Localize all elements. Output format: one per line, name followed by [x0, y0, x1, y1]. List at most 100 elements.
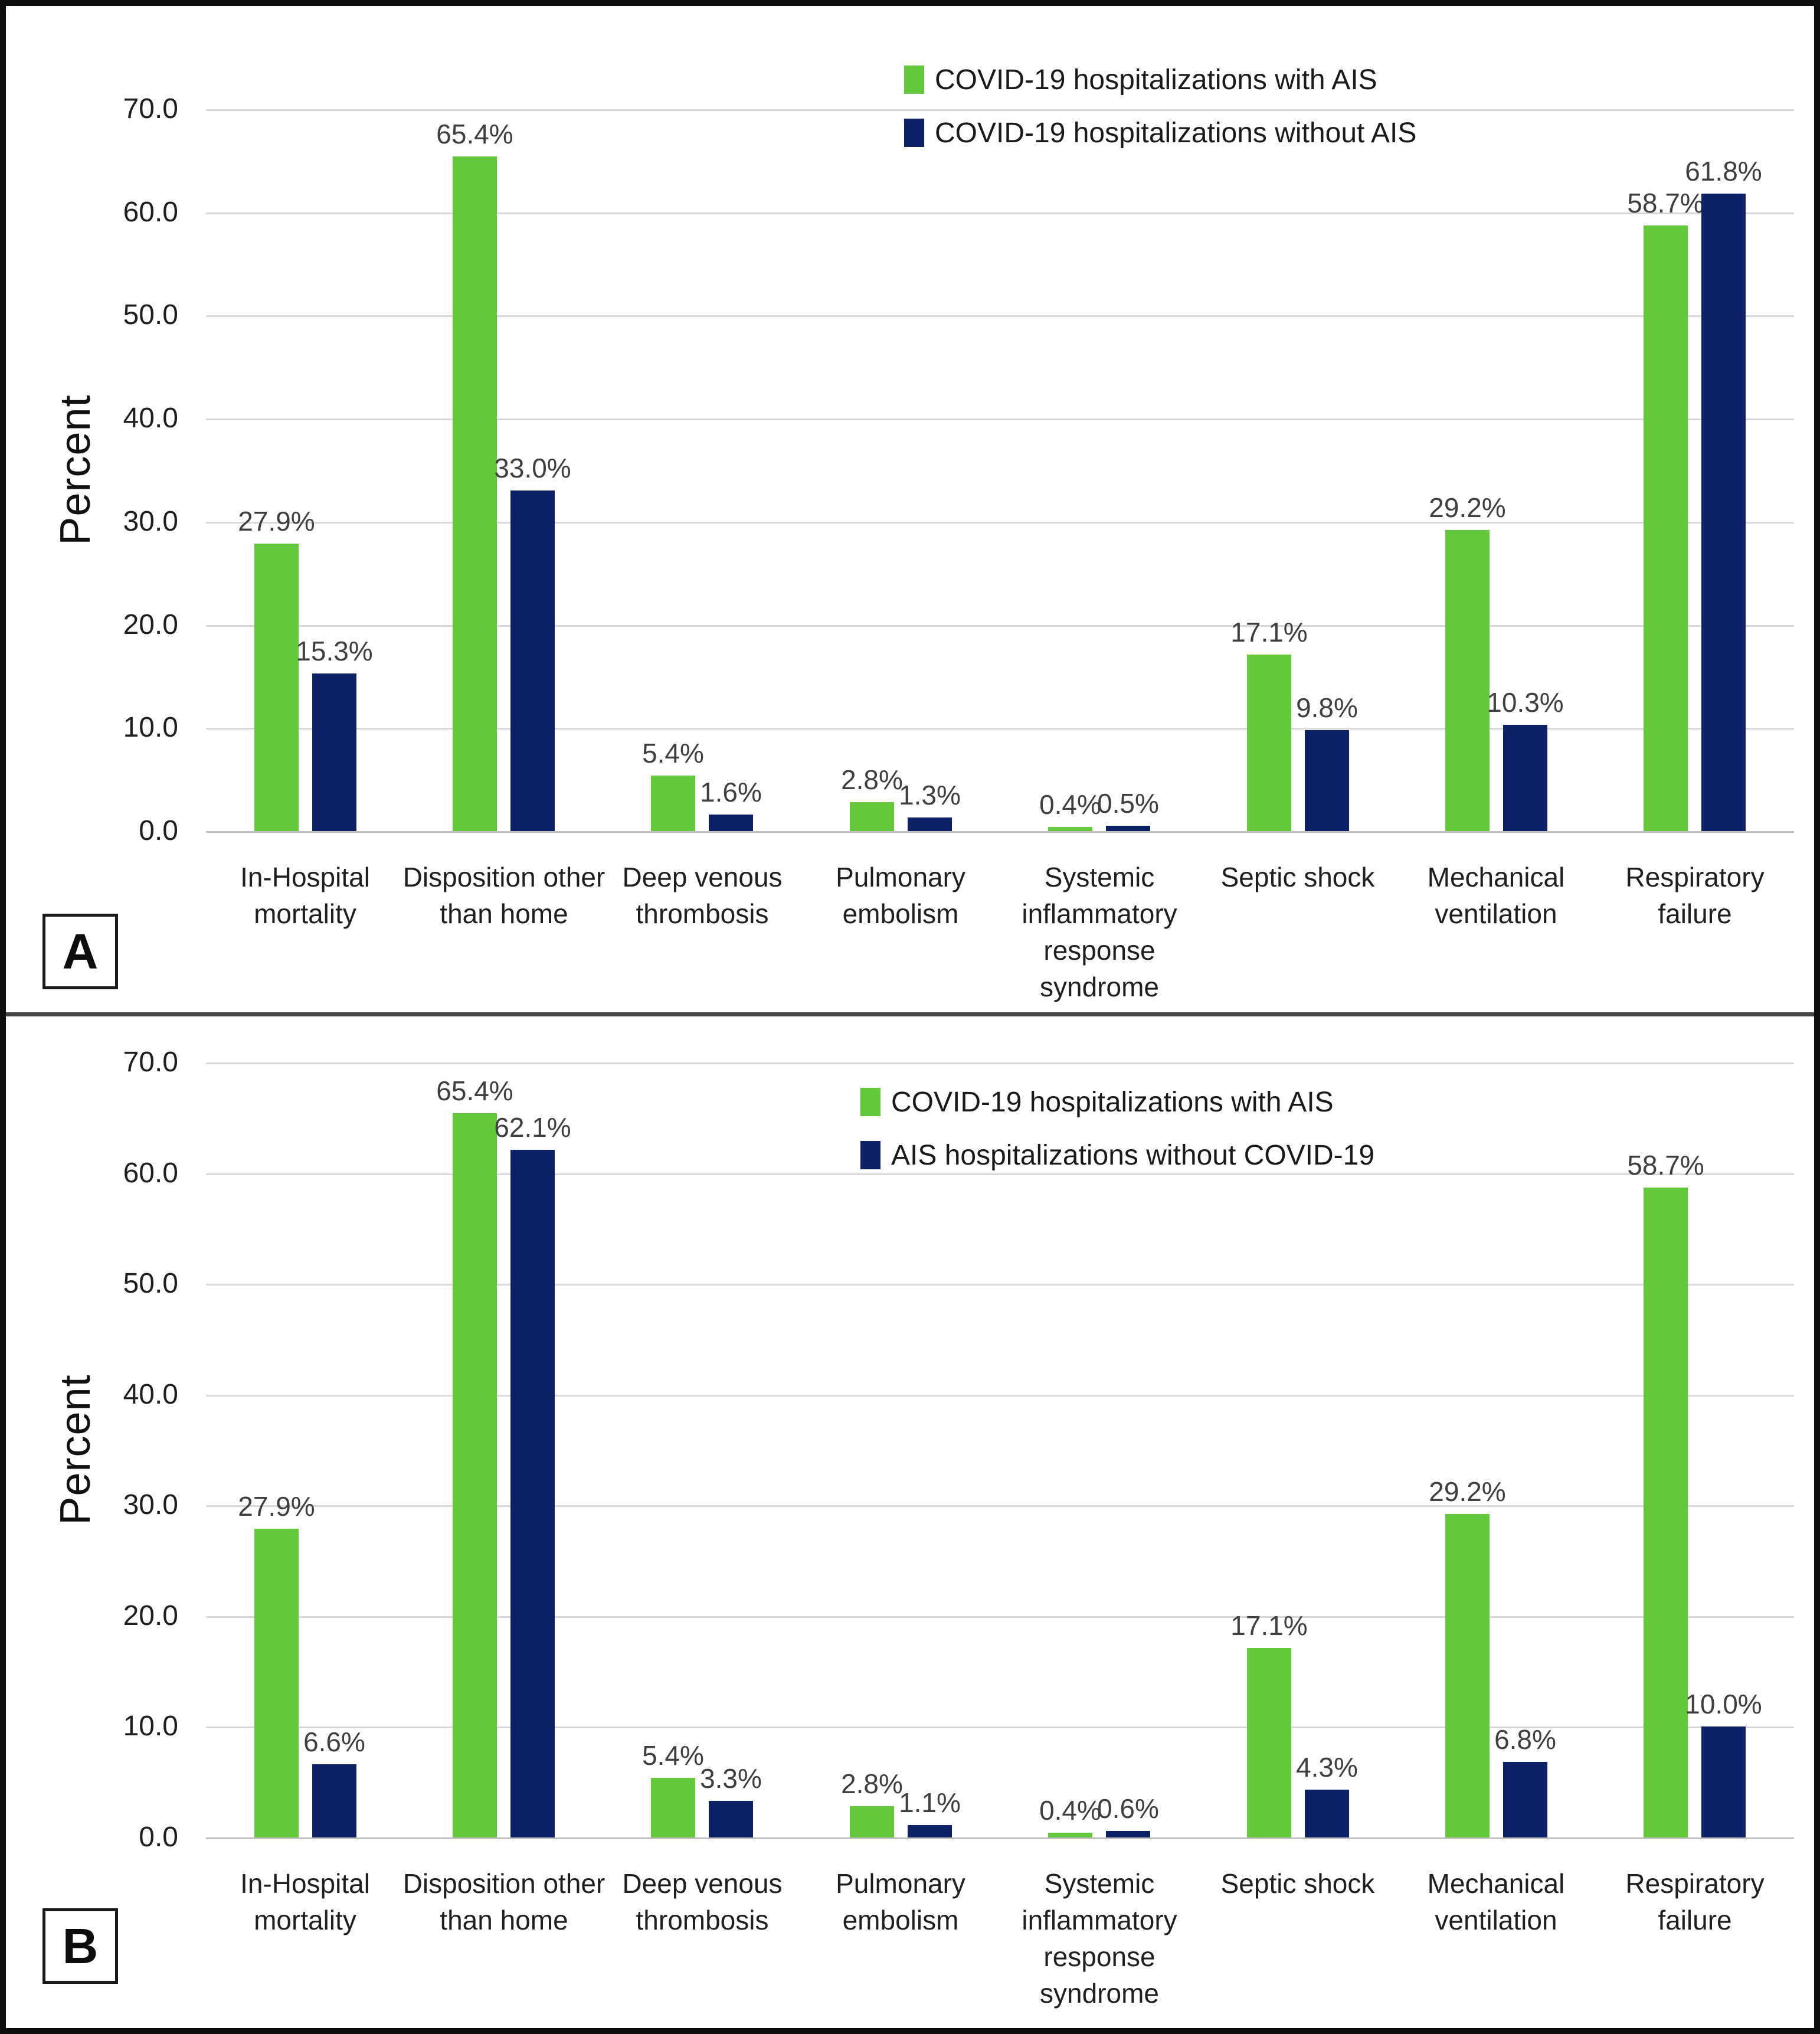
- legend-swatch-green-icon: [904, 66, 924, 94]
- bar-value-label: 0.5%: [1097, 788, 1159, 819]
- bar-value-label: 3.3%: [700, 1763, 762, 1794]
- y-tick-label: 50.0: [123, 1268, 178, 1299]
- y-tick-label: 60.0: [123, 1157, 178, 1189]
- legend-item: COVID-19 hospitalizations with AIS: [860, 1087, 1374, 1118]
- bar-value-label: 61.8%: [1685, 156, 1762, 187]
- bar-navy: [1106, 1831, 1150, 1837]
- panel-letter-box: B: [42, 1908, 118, 1984]
- y-tick-label: 30.0: [123, 1489, 178, 1520]
- panel-letter: A: [62, 923, 99, 979]
- panel-letter: B: [62, 1918, 99, 1974]
- bar-value-label: 4.3%: [1296, 1752, 1358, 1783]
- x-category-label: Pulmonary embolism: [836, 1868, 965, 1935]
- gridline: [206, 1616, 1794, 1618]
- y-tick-label: 30.0: [123, 506, 178, 537]
- legend-swatch-navy-icon: [904, 119, 924, 147]
- x-axis-line: [206, 1837, 1794, 1839]
- gridline: [206, 418, 1794, 420]
- x-axis-line: [206, 831, 1794, 833]
- bar-value-label: 27.9%: [238, 506, 315, 537]
- bar-navy: [312, 1764, 356, 1837]
- gridline: [206, 1284, 1794, 1286]
- x-category-label: Septic shock: [1220, 1868, 1375, 1899]
- bar-value-label: 1.3%: [899, 780, 961, 810]
- x-category-label: Disposition other than home: [402, 862, 605, 929]
- bar-value-label: 15.3%: [296, 636, 373, 666]
- legend-label: AIS hospitalizations without COVID-19: [891, 1139, 1375, 1171]
- panel-divider-line: [6, 1012, 1814, 1016]
- bar-value-label: 1.6%: [700, 777, 762, 807]
- bar-navy: [510, 490, 555, 831]
- y-tick-label: 20.0: [123, 1600, 178, 1631]
- bar-value-label: 6.8%: [1494, 1724, 1556, 1755]
- bar-navy: [1701, 1726, 1746, 1837]
- legend-item: COVID-19 hospitalizations with AIS: [904, 64, 1416, 96]
- x-category-label: Septic shock: [1220, 862, 1375, 892]
- bar-green: [1247, 655, 1291, 831]
- bar-value-label: 0.6%: [1097, 1793, 1159, 1824]
- panel-a-chart: Percent COVID-19 hospitalizations with A…: [6, 6, 1814, 1012]
- y-tick-label: 0.0: [139, 1822, 178, 1853]
- bar-green: [1644, 225, 1688, 831]
- gridline: [206, 1726, 1794, 1728]
- bar-value-label: 10.3%: [1487, 687, 1564, 718]
- x-category-label: Respiratory failure: [1625, 1868, 1765, 1935]
- bar-navy: [908, 1825, 952, 1837]
- legend: COVID-19 hospitalizations with AIS AIS ho…: [860, 1087, 1375, 1194]
- bar-value-label: 33.0%: [494, 453, 571, 483]
- gridline: [206, 212, 1794, 214]
- bar-green: [1048, 827, 1092, 831]
- bar-value-label: 5.4%: [642, 1740, 704, 1771]
- legend-label: COVID-19 hospitalizations without AIS: [935, 117, 1417, 149]
- bar-navy: [908, 817, 952, 831]
- bar-green: [850, 802, 894, 831]
- bar-green: [1445, 1514, 1490, 1837]
- bar-value-label: 29.2%: [1429, 1476, 1506, 1507]
- bar-navy: [1305, 1790, 1349, 1837]
- bar-navy: [1503, 1762, 1547, 1837]
- x-category-label: In-Hospital mortality: [240, 1868, 370, 1935]
- x-category-label: Systemic inflammatory response syndrome: [1022, 862, 1177, 1002]
- legend-swatch-navy-icon: [860, 1141, 880, 1169]
- y-tick-label: 70.0: [123, 93, 178, 125]
- y-tick-label: 10.0: [123, 1711, 178, 1742]
- y-tick-label: 20.0: [123, 609, 178, 640]
- x-category-label: Mechanical ventilation: [1427, 862, 1565, 929]
- y-tick-label: 40.0: [123, 1379, 178, 1410]
- bar-navy: [709, 815, 753, 831]
- x-category-label: Respiratory failure: [1625, 862, 1765, 929]
- bar-green: [254, 1529, 299, 1837]
- bar-navy: [312, 673, 356, 831]
- bar-green: [651, 776, 695, 831]
- bar-navy: [1503, 725, 1547, 831]
- gridline: [206, 109, 1794, 111]
- x-category-label: Disposition other than home: [402, 1868, 605, 1935]
- bar-green: [453, 156, 497, 831]
- bar-green: [1048, 1833, 1092, 1837]
- bar-green: [1445, 530, 1490, 831]
- bar-value-label: 58.7%: [1627, 188, 1704, 218]
- bar-value-label: 2.8%: [841, 764, 903, 795]
- y-tick-label: 60.0: [123, 197, 178, 228]
- bar-value-label: 27.9%: [238, 1491, 315, 1522]
- gridline: [206, 1505, 1794, 1507]
- legend-swatch-green-icon: [860, 1088, 880, 1116]
- x-category-label: Systemic inflammatory response syndrome: [1022, 1868, 1177, 2009]
- bar-green: [1644, 1188, 1688, 1837]
- legend-item: COVID-19 hospitalizations without AIS: [904, 117, 1417, 149]
- bar-navy: [510, 1150, 555, 1837]
- bar-green: [254, 544, 299, 831]
- bar-green: [850, 1806, 894, 1837]
- gridline: [206, 1062, 1794, 1064]
- bar-value-label: 5.4%: [642, 738, 704, 769]
- bar-value-label: 29.2%: [1429, 492, 1506, 523]
- panel-b-chart: Percent COVID-19 hospitalizations with A…: [6, 1016, 1814, 2028]
- y-tick-label: 10.0: [123, 712, 178, 743]
- bar-value-label: 2.8%: [841, 1768, 903, 1799]
- legend-item: AIS hospitalizations without COVID-19: [860, 1139, 1375, 1171]
- gridline: [206, 522, 1794, 524]
- legend-label: COVID-19 hospitalizations with AIS: [935, 64, 1377, 96]
- bar-navy: [1106, 826, 1150, 831]
- bar-value-label: 9.8%: [1296, 692, 1358, 723]
